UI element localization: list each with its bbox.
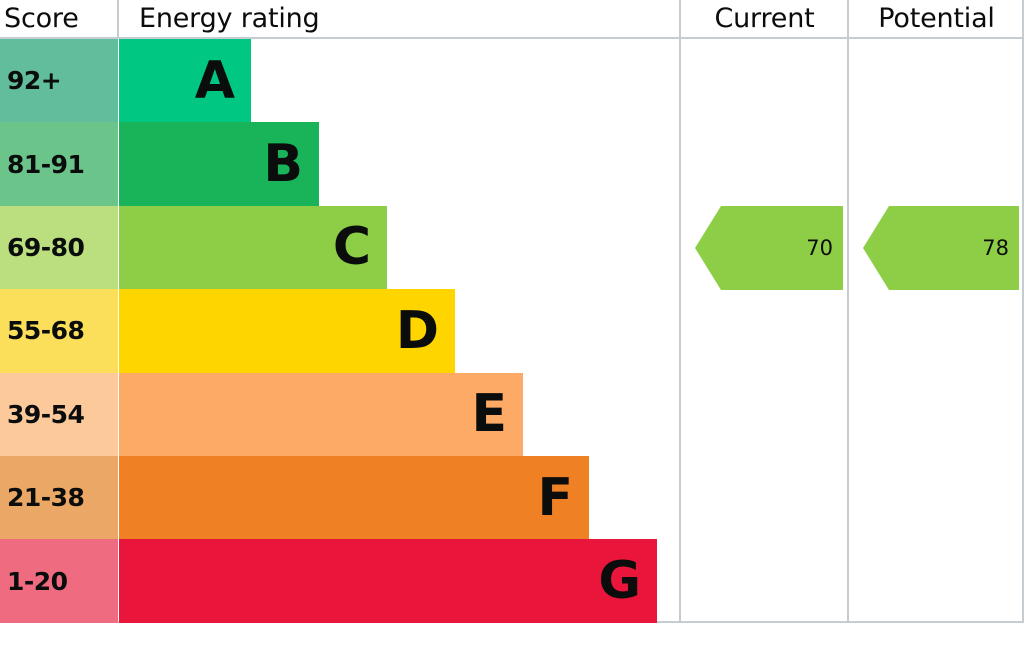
rating-bar-c: C — [119, 205, 387, 290]
potential-rating-arrow: 78 — [863, 206, 1019, 290]
rating-bar-a: A — [119, 39, 251, 123]
header-current: Current — [714, 3, 815, 34]
band-row-e: 39-54 E — [0, 372, 680, 456]
band-row-f: 21-38 F — [0, 455, 680, 540]
rating-bar-d: D — [119, 289, 455, 373]
divider-current-potential — [847, 0, 849, 623]
band-row-d: 55-68 D — [0, 289, 680, 373]
rating-bar-g: G — [119, 539, 657, 623]
score-cell-c: 69-80 — [0, 205, 118, 290]
divider-rating-current — [679, 0, 681, 623]
band-row-a: 92+ A — [0, 39, 680, 123]
rating-bar-b: B — [119, 122, 319, 206]
potential-rating-column: 78 — [849, 39, 1024, 623]
rating-bar-e: E — [119, 372, 523, 456]
current-rating-column: 70 — [681, 39, 848, 623]
score-cell-e: 39-54 — [0, 372, 118, 456]
score-cell-b: 81-91 — [0, 122, 118, 206]
band-rows: 92+ A 81-91 B 69-80 C 55-68 D 39-54 E 21… — [0, 39, 680, 623]
chart-header-row: Score Energy rating Current Potential — [0, 0, 1024, 37]
header-score: Score — [4, 3, 79, 34]
chart-right-border — [1022, 0, 1024, 623]
divider-score-rating — [117, 0, 119, 37]
header-potential: Potential — [878, 3, 995, 34]
rating-bar-f: F — [119, 455, 589, 540]
score-cell-f: 21-38 — [0, 455, 118, 540]
band-row-b: 81-91 B — [0, 122, 680, 206]
current-rating-arrow: 70 — [695, 206, 843, 290]
band-row-g: 1-20 G — [0, 539, 680, 623]
header-bottom-border — [0, 37, 1024, 39]
header-energy-rating: Energy rating — [139, 3, 320, 34]
score-cell-d: 55-68 — [0, 289, 118, 373]
score-cell-g: 1-20 — [0, 539, 118, 623]
band-row-c: 69-80 C — [0, 205, 680, 290]
score-cell-a: 92+ — [0, 39, 118, 123]
